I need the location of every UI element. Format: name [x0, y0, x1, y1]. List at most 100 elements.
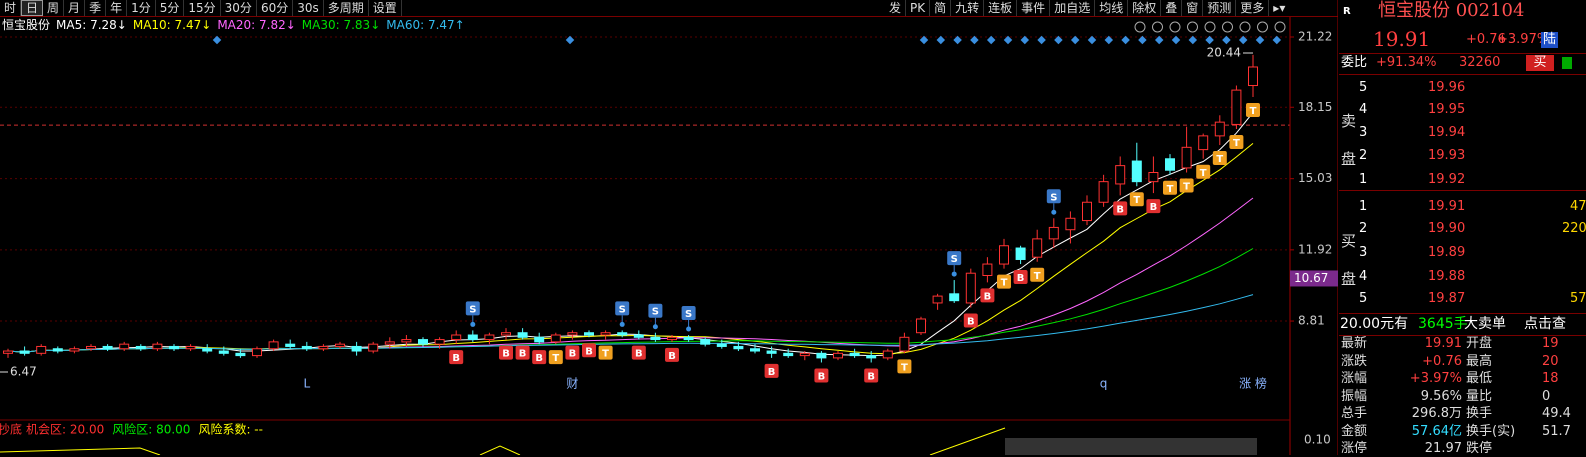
sell-side-label: 卖盘: [1341, 112, 1357, 168]
tool-button[interactable]: 更多: [1236, 0, 1270, 16]
tool-button[interactable]: 加自选: [1050, 0, 1096, 16]
stat-label: 涨幅: [1341, 371, 1368, 386]
tool-button[interactable]: 均线: [1095, 0, 1129, 16]
period-button[interactable]: 多周期: [324, 0, 369, 16]
candle-body: [550, 334, 561, 343]
signal-badge: [449, 350, 464, 365]
period-button[interactable]: 15分: [184, 0, 221, 16]
tool-button[interactable]: PK: [906, 0, 931, 16]
indicator-axis-label: 0.10: [1304, 433, 1331, 447]
big-order[interactable]: 点击查: [1524, 316, 1566, 332]
tool-button[interactable]: 叠: [1161, 0, 1183, 16]
stat-value: 296.8万: [1411, 406, 1462, 421]
y-tick-label: 21.22: [1298, 29, 1332, 43]
bid-level: 4: [1359, 269, 1368, 284]
signal-label: T: [1133, 195, 1140, 206]
candle-body: [235, 352, 246, 357]
signal-label: T: [602, 349, 609, 360]
period-button[interactable]: 月: [64, 0, 86, 16]
candle-body: [1165, 158, 1175, 171]
bid-level: 2: [1359, 221, 1368, 236]
stat-value: 18: [1542, 371, 1559, 386]
ma-line: [7, 248, 1254, 353]
tool-button[interactable]: 发: [885, 0, 907, 16]
signal-badge: [499, 345, 513, 360]
candle-body: [949, 293, 960, 302]
green-box: [1562, 57, 1572, 69]
period-button[interactable]: 季: [85, 0, 107, 16]
stat-label: 涨停: [1341, 441, 1368, 456]
stat-value: +0.76: [1422, 353, 1462, 369]
diamond: [986, 35, 996, 45]
tool-button[interactable]: 简: [930, 0, 952, 16]
y-tick-label: 18.15: [1298, 100, 1332, 114]
candle-body: [501, 332, 511, 336]
stock-title: 恒宝股份 002104: [1378, 0, 1525, 21]
candle-body: [600, 332, 611, 336]
period-button[interactable]: 5分: [156, 0, 185, 16]
period-button[interactable]: 1分: [127, 0, 156, 16]
candle-body: [783, 352, 794, 357]
candle-body: [982, 263, 993, 276]
bid-volume: 57: [1570, 291, 1586, 306]
stat-value: +3.97%: [1409, 371, 1462, 386]
period-button[interactable]: 30s: [293, 0, 324, 16]
period-button[interactable]: 周: [43, 0, 65, 16]
candle-body: [1082, 201, 1092, 222]
divider: [1339, 74, 1586, 75]
signal-label: B: [585, 346, 593, 357]
signal-dot: [1051, 209, 1057, 215]
flag: R: [1343, 6, 1351, 17]
tool-button[interactable]: 九转: [951, 0, 985, 16]
signal-badge: [665, 347, 679, 362]
tool-button[interactable]: 连板: [984, 0, 1018, 16]
diamond: [1037, 35, 1046, 45]
ma-label: MA10: 7.47↓: [132, 18, 212, 32]
period-button[interactable]: 设置: [369, 0, 402, 16]
period-button[interactable]: 日: [21, 0, 44, 16]
period-button[interactable]: 时: [0, 0, 22, 16]
signal-badge: [1179, 178, 1194, 193]
period-button[interactable]: 60分: [257, 0, 294, 16]
signal-label: S: [685, 309, 692, 320]
more-arrow[interactable]: ▸▾: [1273, 1, 1286, 15]
period-button[interactable]: 年: [106, 0, 128, 16]
signal-label: B: [635, 349, 643, 360]
stat-value: 49.4: [1542, 406, 1571, 421]
signal-label: T: [1183, 181, 1190, 192]
candle-body: [1148, 171, 1159, 183]
indicator-item: 风险系数: --: [198, 422, 263, 437]
candle-body: [86, 345, 96, 350]
signal-badge: [681, 306, 696, 321]
stat-value: 9.56%: [1420, 388, 1462, 404]
diamond: [1070, 35, 1080, 45]
tool-button[interactable]: 事件: [1017, 0, 1051, 16]
stock-name: 恒宝股份: [2, 18, 51, 32]
bid-volume: 220: [1562, 221, 1586, 236]
bid-volume: 47: [1570, 199, 1586, 214]
divider: [1339, 190, 1586, 191]
tool-button[interactable]: 除权: [1128, 0, 1162, 16]
last-price: 19.91: [1373, 27, 1431, 51]
y-tick-label: 8.81: [1298, 314, 1325, 328]
indicator-name: 抄底: [0, 422, 22, 437]
diamond: [1222, 35, 1231, 45]
signal-badge: [997, 274, 1011, 289]
divider: [1339, 313, 1586, 314]
signal-badge: [1030, 267, 1045, 282]
bid-price: 19.89: [1428, 245, 1466, 260]
period-toolbar: 时日周月季年 1分 5分 15分 30分 60分 30s 多周期 设置: [0, 0, 402, 16]
signal-badge: [1113, 201, 1128, 216]
buy-side-label: 买盘: [1341, 232, 1357, 288]
signal-badge: [1196, 164, 1211, 179]
tool-icon: [1134, 21, 1146, 33]
candle-body: [202, 348, 213, 352]
ask-level: 5: [1359, 80, 1368, 95]
candle-body: [285, 343, 296, 347]
buy-button[interactable]: 买: [1526, 55, 1554, 71]
tool-button[interactable]: 预测: [1203, 0, 1237, 16]
period-button[interactable]: 30分: [221, 0, 257, 16]
tool-button[interactable]: 窗: [1182, 0, 1204, 16]
bid-level: 1: [1359, 199, 1368, 214]
candle-body: [119, 343, 130, 350]
